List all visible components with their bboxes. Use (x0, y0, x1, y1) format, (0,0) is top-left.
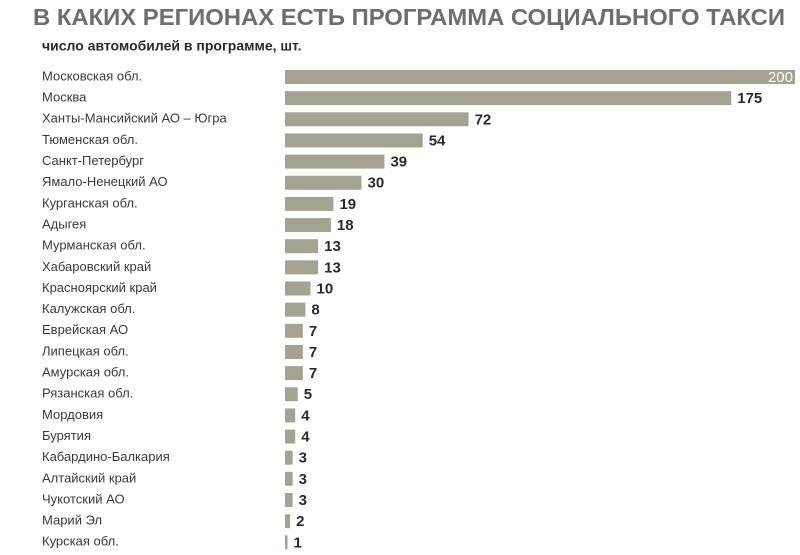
category-label: Липецкая обл. (42, 343, 129, 358)
chart-subtitle: число автомобилей в программе, шт. (42, 38, 302, 54)
value-label: 200 (768, 69, 793, 86)
category-label: Ханты-Мансийский АО – Югра (42, 111, 227, 126)
value-label: 3 (299, 450, 307, 467)
bar (285, 450, 293, 465)
bar (285, 408, 296, 423)
value-label: 30 (368, 175, 385, 192)
category-label: Рязанская обл. (42, 386, 133, 401)
category-label: Курганская обл. (42, 195, 138, 210)
bar (285, 91, 732, 106)
bar (285, 175, 362, 190)
chart-title: В КАКИХ РЕГИОНАХ ЕСТЬ ПРОГРАММА СОЦИАЛЬН… (33, 4, 785, 30)
category-label: Ямало-Ненецкий АО (42, 174, 168, 189)
bar (285, 302, 306, 317)
bar (285, 471, 293, 486)
value-label: 10 (317, 280, 334, 297)
category-label: Московская обл. (42, 68, 142, 83)
value-label: 39 (390, 154, 407, 171)
category-label: Алтайский край (42, 470, 136, 485)
bar (285, 535, 288, 550)
value-label: 175 (737, 90, 762, 107)
value-label: 7 (309, 323, 317, 340)
value-label: 13 (324, 238, 341, 255)
category-label: Тюменская обл. (42, 132, 138, 147)
category-label: Мурманская обл. (42, 238, 146, 253)
bar (285, 281, 311, 296)
category-label: Санкт-Петербург (42, 153, 144, 168)
bar (285, 260, 319, 275)
category-label: Марий Эл (42, 513, 102, 528)
category-label: Кабардино-Балкария (42, 449, 170, 464)
category-label: Амурская обл. (42, 365, 129, 380)
category-label: Еврейская АО (42, 322, 128, 337)
bar (285, 387, 298, 402)
category-label: Курская обл. (42, 534, 119, 549)
bar (285, 154, 385, 169)
value-label: 18 (337, 217, 354, 234)
bar (285, 70, 795, 84)
value-label: 13 (324, 259, 341, 276)
bar (285, 493, 293, 507)
value-label: 7 (309, 344, 317, 361)
value-label: 3 (299, 492, 307, 509)
bar (285, 323, 303, 338)
category-label: Красноярский край (42, 280, 157, 295)
category-label: Бурятия (42, 428, 91, 443)
bar (285, 196, 334, 211)
category-label: Чукотский АО (42, 491, 125, 506)
bar (285, 239, 319, 254)
bar (285, 514, 291, 529)
bar (285, 133, 423, 148)
value-label: 3 (299, 471, 307, 488)
value-label: 72 (475, 111, 492, 128)
value-label: 7 (309, 365, 317, 382)
value-label: 2 (296, 513, 304, 530)
bar (285, 366, 303, 381)
value-label: 4 (301, 407, 310, 424)
category-label: Мордовия (42, 407, 103, 422)
bar (285, 429, 296, 444)
category-label: Адыгея (42, 216, 86, 231)
category-label: Хабаровский край (42, 259, 151, 274)
value-label: 8 (311, 302, 319, 319)
value-label: 4 (301, 429, 310, 446)
bar (285, 112, 469, 127)
bar (285, 344, 303, 359)
value-label: 54 (429, 132, 446, 149)
value-label: 19 (339, 196, 356, 213)
bar (285, 218, 331, 233)
category-label: Калужская обл. (42, 301, 135, 316)
category-label: Москва (42, 90, 87, 105)
value-label: 1 (294, 534, 302, 551)
value-label: 5 (304, 386, 312, 403)
